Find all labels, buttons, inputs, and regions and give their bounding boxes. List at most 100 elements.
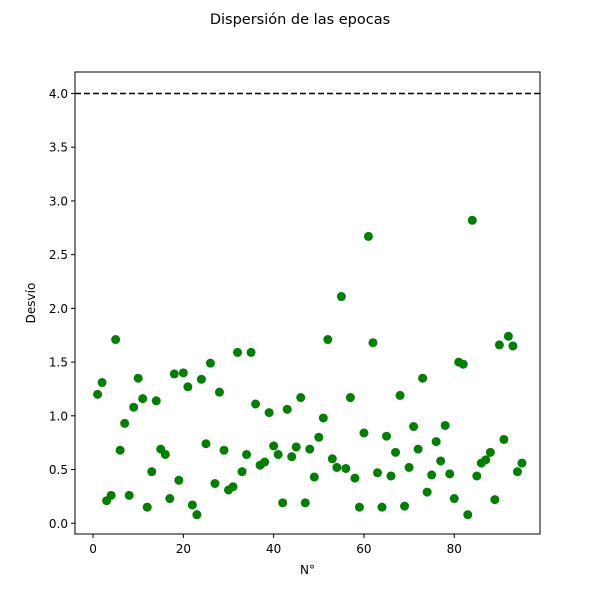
data-point-46 [296, 393, 306, 403]
plot-frame [74, 71, 541, 535]
data-point-78 [440, 420, 450, 430]
x-tick-label: 40 [266, 542, 281, 556]
data-point-24 [196, 374, 206, 384]
data-point-80 [449, 494, 459, 504]
data-point-8 [124, 490, 134, 500]
data-point-27 [210, 479, 220, 489]
data-point-92 [503, 331, 513, 341]
data-point-39 [264, 408, 274, 418]
data-point-74 [422, 487, 432, 497]
x-axis-label: N° [300, 563, 315, 577]
data-point-14 [151, 396, 161, 406]
data-point-70 [404, 462, 414, 472]
data-point-54 [332, 462, 342, 472]
data-point-26 [205, 358, 215, 368]
x-tick-label: 20 [176, 542, 191, 556]
data-point-76 [431, 437, 441, 447]
data-point-44 [287, 452, 297, 462]
data-point-2 [97, 378, 107, 388]
data-point-13 [147, 467, 157, 477]
data-point-79 [445, 469, 455, 479]
data-point-93 [508, 341, 518, 351]
data-point-89 [490, 495, 500, 505]
data-point-45 [291, 442, 301, 452]
data-point-58 [350, 473, 360, 483]
data-point-31 [228, 482, 238, 492]
data-point-1 [93, 389, 103, 399]
data-point-94 [512, 467, 522, 477]
y-tick-label: 2.5 [49, 248, 68, 262]
data-point-60 [359, 428, 369, 438]
y-tick-label: 0.0 [49, 517, 68, 531]
data-point-62 [368, 338, 378, 348]
data-point-65 [382, 431, 392, 441]
x-tick-label: 80 [447, 542, 462, 556]
data-point-7 [120, 418, 130, 428]
data-point-66 [386, 471, 396, 481]
data-point-25 [201, 439, 211, 449]
data-point-82 [458, 359, 468, 369]
data-point-17 [165, 494, 175, 504]
data-point-4 [106, 490, 116, 500]
y-tick-label: 0.5 [49, 463, 68, 477]
y-axis-label: Desvío [24, 283, 38, 324]
y-tick-label: 3.0 [49, 194, 68, 208]
y-tick-label: 4.0 [49, 87, 68, 101]
data-point-21 [183, 382, 193, 392]
data-point-32 [233, 347, 243, 357]
data-point-20 [178, 368, 188, 378]
data-point-83 [463, 510, 473, 520]
x-tick-label: 60 [356, 542, 371, 556]
data-point-47 [300, 498, 310, 508]
data-point-5 [111, 335, 121, 345]
data-point-64 [377, 502, 387, 512]
data-point-67 [391, 447, 401, 457]
data-point-19 [174, 475, 184, 485]
data-point-49 [309, 472, 319, 482]
data-point-10 [133, 373, 143, 383]
y-tick-label: 2.0 [49, 302, 68, 316]
y-tick-label: 1.5 [49, 356, 68, 370]
data-point-23 [192, 510, 202, 520]
data-point-55 [336, 292, 346, 302]
data-point-33 [237, 467, 247, 477]
data-point-42 [278, 498, 288, 508]
y-tick-label: 3.5 [49, 141, 68, 155]
data-point-12 [142, 502, 152, 512]
data-point-88 [485, 447, 495, 457]
data-point-84 [467, 215, 477, 225]
data-point-22 [187, 500, 197, 510]
y-axis-ticks: 0.0 0.5 1.0 1.5 2.0 2.5 3.0 3.5 4.0 [49, 87, 75, 531]
data-point-91 [499, 434, 509, 444]
data-point-41 [273, 449, 283, 459]
data-point-56 [341, 463, 351, 473]
data-point-18 [169, 369, 179, 379]
data-point-40 [269, 441, 279, 451]
data-point-28 [214, 387, 224, 397]
x-tick-label: 0 [89, 542, 97, 556]
data-point-16 [160, 449, 170, 459]
data-points [93, 215, 527, 520]
data-point-38 [260, 457, 270, 467]
data-point-73 [418, 373, 428, 383]
data-point-57 [345, 393, 355, 403]
data-point-34 [242, 449, 252, 459]
data-point-87 [481, 455, 491, 465]
data-point-69 [400, 501, 410, 511]
data-point-77 [436, 456, 446, 466]
data-point-6 [115, 445, 125, 455]
x-axis-ticks: 0 20 40 60 80 [89, 534, 462, 556]
data-point-52 [323, 335, 333, 345]
data-point-59 [354, 502, 364, 512]
data-point-68 [395, 390, 405, 400]
data-point-72 [413, 444, 423, 454]
data-point-35 [246, 347, 256, 357]
data-point-51 [318, 413, 328, 423]
data-point-9 [129, 402, 139, 412]
data-point-36 [251, 399, 261, 409]
data-point-63 [372, 468, 382, 478]
data-point-50 [314, 432, 324, 442]
data-point-90 [494, 340, 504, 350]
data-point-85 [472, 471, 482, 481]
